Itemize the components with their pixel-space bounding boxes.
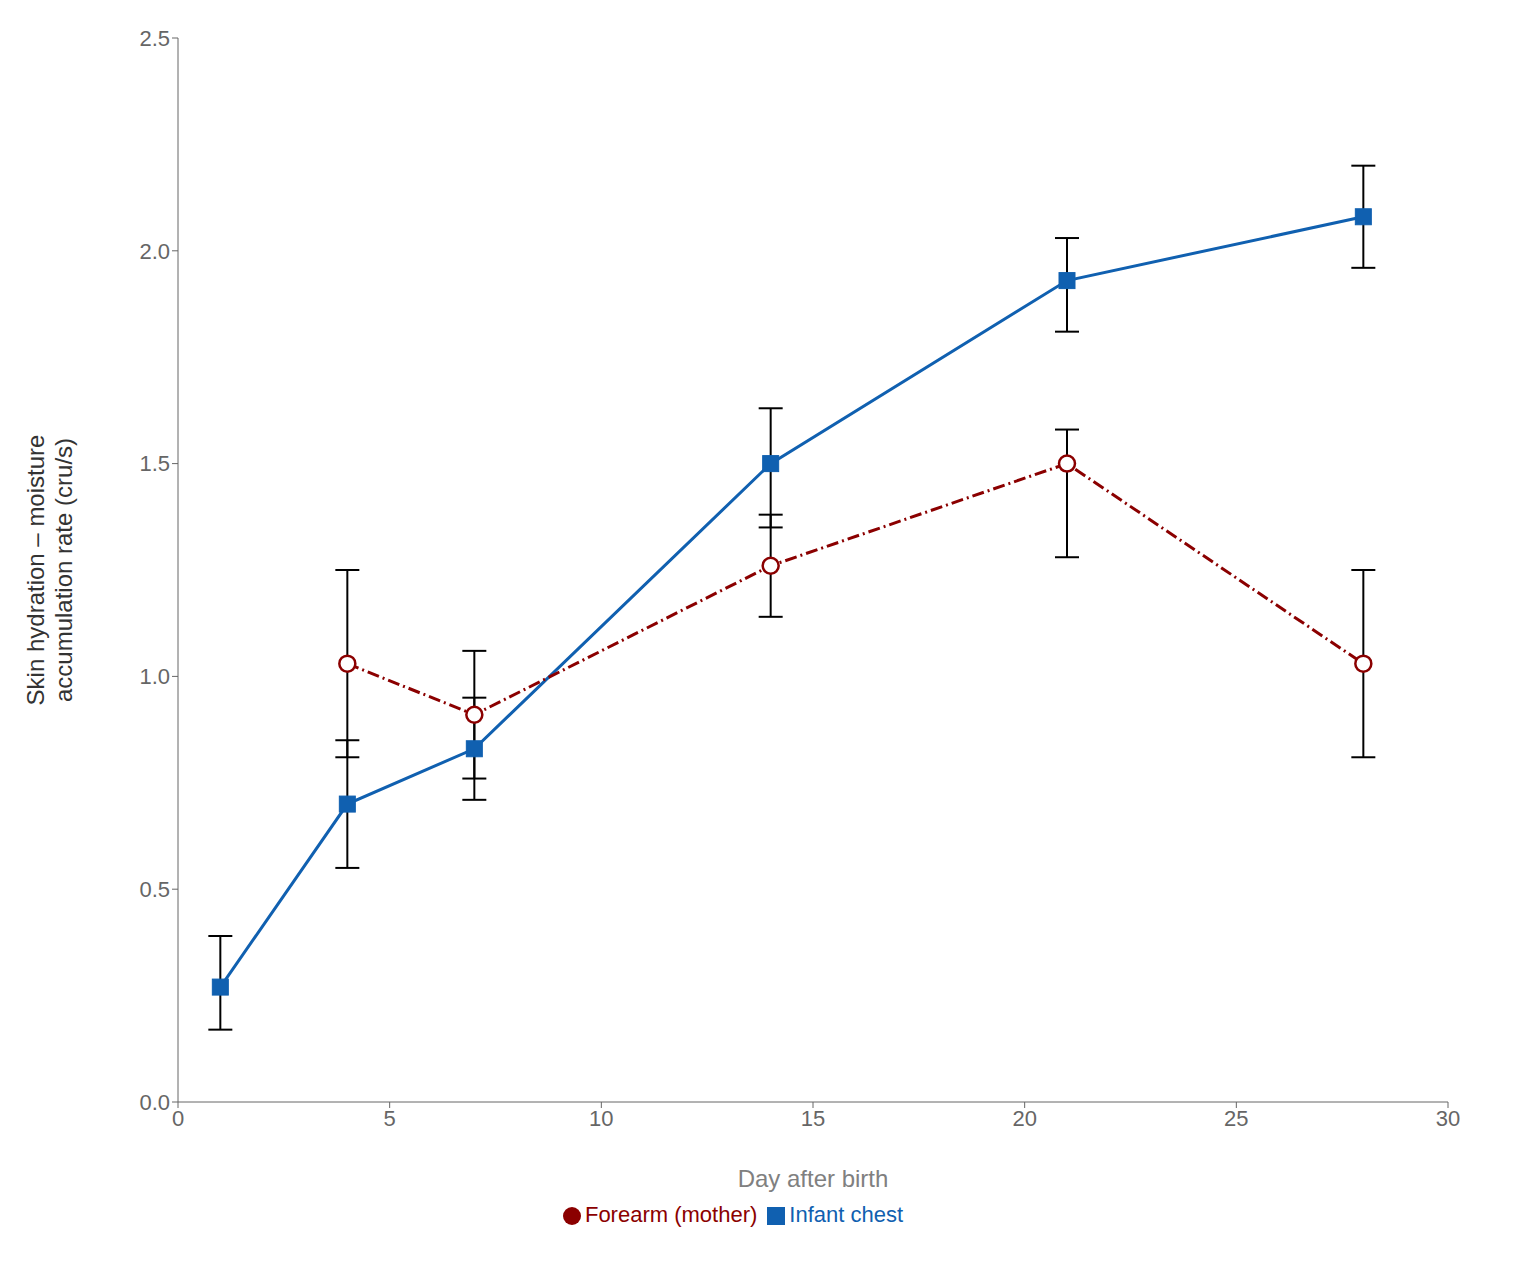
svg-text:30: 30 — [1436, 1106, 1460, 1131]
svg-text:15: 15 — [801, 1106, 825, 1131]
svg-text:Skin hydration – moistureaccum: Skin hydration – moistureaccumulation ra… — [22, 435, 78, 706]
svg-text:0.5: 0.5 — [139, 877, 170, 902]
svg-text:5: 5 — [384, 1106, 396, 1131]
svg-text:1.5: 1.5 — [139, 451, 170, 476]
svg-text:20: 20 — [1012, 1106, 1036, 1131]
svg-text:25: 25 — [1224, 1106, 1248, 1131]
svg-text:1.0: 1.0 — [139, 664, 170, 689]
svg-text:10: 10 — [589, 1106, 613, 1131]
svg-text:0: 0 — [172, 1106, 184, 1131]
svg-text:2.5: 2.5 — [139, 26, 170, 51]
svg-text:2.0: 2.0 — [139, 239, 170, 264]
html-text:Forearm (mother): Forearm (mother) — [584, 1202, 758, 1227]
svg-text:0.0: 0.0 — [139, 1090, 170, 1115]
html-text:Infant chest: Infant chest — [789, 1202, 903, 1227]
svg-text:Day after birth: Day after birth — [738, 1165, 889, 1192]
